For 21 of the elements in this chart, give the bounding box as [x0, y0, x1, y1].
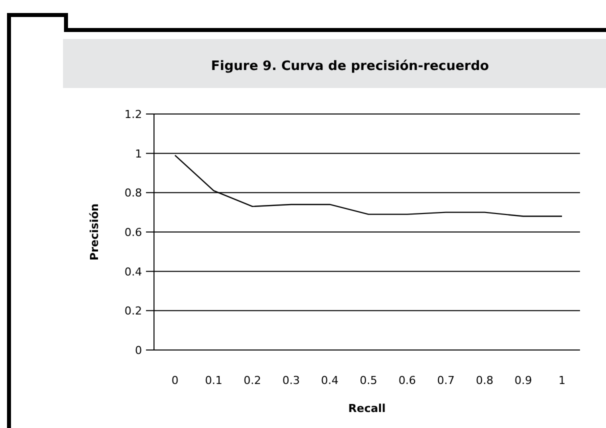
y-tick-label: 0 — [135, 344, 142, 357]
y-tick-label: 1.2 — [124, 108, 142, 121]
y-tick-label: 1 — [135, 147, 142, 160]
x-tick-label: 0.9 — [514, 374, 532, 387]
y-tick-label: 0.6 — [124, 226, 142, 239]
x-axis-title: Recall — [348, 402, 386, 415]
x-tick-label: 0.5 — [360, 374, 378, 387]
x-tick-label: 0.1 — [204, 374, 222, 387]
x-tick-label: 1 — [558, 374, 566, 387]
x-tick-label: 0.4 — [321, 374, 339, 387]
x-tick-label: 0.7 — [437, 374, 455, 387]
x-tick-label: 0 — [172, 374, 178, 387]
y-axis-title: Precisión — [88, 204, 101, 260]
x-tick-label: 0.3 — [282, 374, 300, 387]
x-tick-label: 0.2 — [244, 374, 262, 387]
y-tick-label: 0.2 — [124, 304, 142, 318]
x-tick-label: 0.8 — [476, 374, 494, 387]
y-tick-label: 0.4 — [124, 265, 142, 278]
x-tick-label: 0.6 — [398, 374, 416, 387]
y-tick-label: 0.8 — [124, 186, 142, 200]
chart-title: Figure 9. Curva de precisión-recuerdo — [211, 59, 490, 74]
